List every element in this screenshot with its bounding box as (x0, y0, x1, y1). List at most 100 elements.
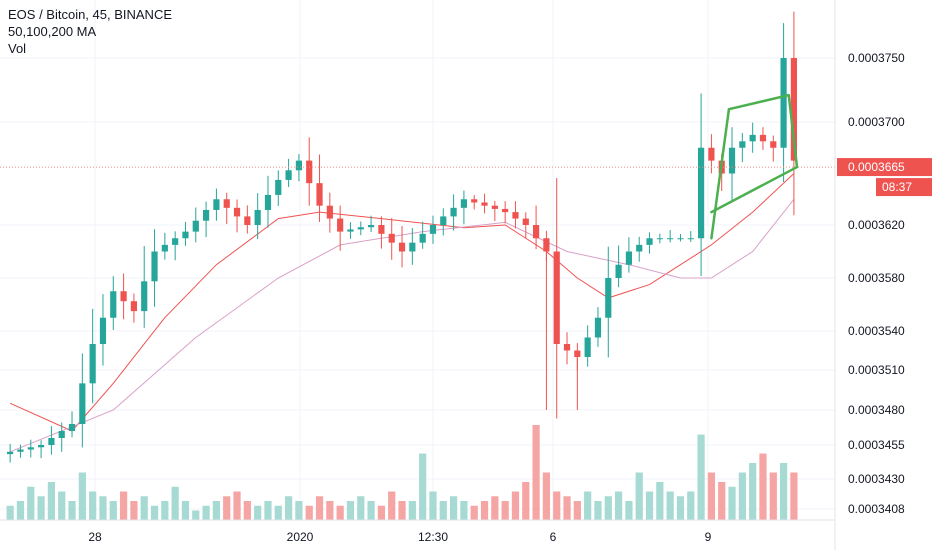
volume-bar (326, 501, 334, 520)
volume-bar (697, 434, 705, 520)
volume-bar (58, 491, 66, 520)
candle-body (347, 229, 354, 232)
candle-body (368, 225, 375, 228)
candle-body (141, 281, 148, 312)
volume-bar (553, 491, 561, 520)
volume-bar (192, 510, 200, 520)
volume-bar (367, 501, 375, 520)
candle-body (388, 233, 395, 243)
volume-bar (460, 501, 468, 520)
candle-body (161, 244, 168, 252)
volume-bar (676, 496, 685, 520)
candle-body (790, 58, 797, 161)
volume-bar (419, 453, 427, 520)
candle-body (491, 205, 498, 209)
volume-bar (99, 496, 107, 520)
chart-legend: EOS / Bitcoin, 45, BINANCE 50,100,200 MA… (8, 6, 172, 57)
candle-body (326, 205, 333, 219)
volume-bar (728, 486, 736, 520)
volume-bar (37, 496, 45, 520)
volume-bar (738, 472, 746, 520)
volume-indicator-label[interactable]: Vol (8, 41, 27, 56)
drawn-pattern (710, 93, 799, 240)
volume-bar (130, 501, 138, 520)
volume-bar (707, 472, 716, 520)
pattern-line (710, 165, 799, 214)
candle-body (605, 278, 612, 318)
candle-body (130, 301, 137, 312)
candle-body (728, 147, 736, 174)
y-tick-label: 0.0003430 (848, 472, 905, 486)
volume-bar (594, 501, 602, 520)
candle-body (223, 199, 230, 208)
volume-bar (769, 472, 777, 520)
candle-body (27, 447, 34, 450)
candle-body (749, 134, 756, 142)
candle-body (780, 58, 787, 148)
volume-bar (27, 486, 35, 520)
volume-bar (181, 501, 190, 520)
volume-bar (501, 501, 509, 520)
volume-bar (573, 501, 581, 520)
candle-body (553, 251, 560, 344)
candle-body (68, 424, 76, 431)
y-tick-label: 0.0003580 (848, 271, 905, 285)
volume-bar (377, 505, 386, 520)
volume-bar (140, 496, 148, 520)
candle-body (182, 231, 189, 239)
candle-body (378, 225, 385, 234)
candle-body (625, 251, 632, 265)
x-tick-label: 9 (705, 530, 712, 544)
volume-bar (119, 491, 128, 520)
candle-body (770, 141, 777, 148)
volume-bar (439, 501, 447, 520)
pattern-line (727, 93, 790, 111)
volume-bar (68, 501, 76, 520)
volume-bar (480, 501, 489, 520)
x-tick-label: 12:30 (418, 530, 448, 544)
candle-body (646, 238, 653, 245)
volume-bar (357, 496, 365, 520)
volume-bar (161, 501, 169, 520)
volume-bar (202, 505, 210, 520)
volume-bar (625, 501, 633, 520)
candle-body (285, 170, 292, 180)
candle-body (594, 317, 602, 338)
candle-body (656, 238, 663, 240)
volume-bar (779, 463, 788, 520)
candle-body (636, 244, 643, 252)
volume-bar (315, 496, 324, 520)
candle-body (89, 344, 96, 384)
volume-bar (522, 482, 530, 520)
candle-body (99, 317, 107, 344)
y-tick-label: 0.0003750 (848, 51, 905, 65)
volume-bar (790, 472, 798, 520)
candle-body (677, 238, 684, 240)
candle-body (481, 202, 488, 206)
candle-body (429, 225, 437, 234)
candle-body (38, 445, 45, 448)
candle-body (17, 449, 24, 452)
y-tick-label: 0.0003700 (848, 115, 905, 129)
volume-bar (645, 491, 654, 520)
candle-body (295, 160, 302, 171)
volume-bar (150, 505, 159, 520)
ma-indicator-label[interactable]: 50,100,200 MA (8, 24, 97, 39)
candle-body (502, 208, 509, 213)
candle-body (615, 264, 622, 278)
volume-bar (584, 491, 592, 520)
symbol-title[interactable]: EOS / Bitcoin, 45, BINANCE (8, 7, 173, 22)
candle-body (584, 337, 591, 357)
candle-body (512, 212, 519, 219)
candle-body (398, 242, 406, 252)
candle-body (687, 238, 694, 240)
candle-body (543, 238, 550, 252)
volume-bar (233, 491, 241, 520)
volume-bar (89, 491, 97, 520)
volume-bar (212, 501, 221, 520)
volume-bar (687, 491, 695, 520)
candle-body (563, 344, 571, 351)
current-price-value: 0.0003665 (848, 160, 905, 174)
candle-body (254, 209, 261, 225)
